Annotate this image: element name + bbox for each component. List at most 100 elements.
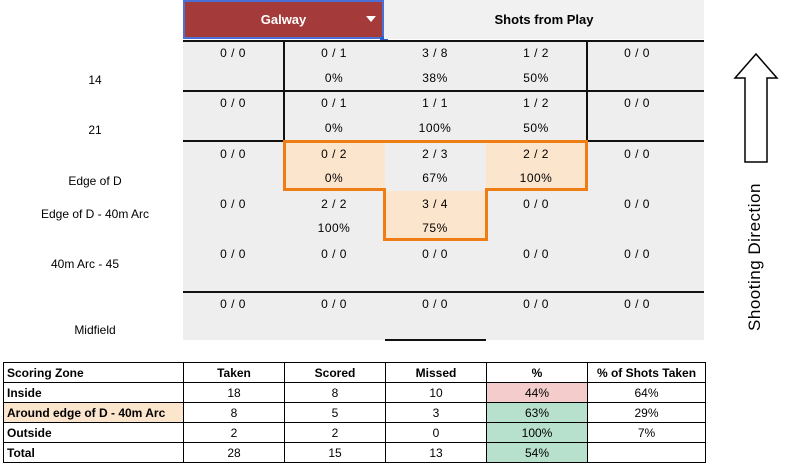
row-label-40m-to-45: 40m Arc - 45 (50, 257, 120, 271)
zone-name: Inside (3, 382, 184, 403)
taken-value: 2 (183, 422, 285, 443)
zone-outline (283, 140, 286, 191)
cell-pct: 0% (324, 121, 344, 135)
table-row: Outside 2 2 0 100% 7% (3, 422, 706, 443)
zone-outline (283, 188, 386, 191)
dropdown-arrow-icon[interactable] (366, 16, 376, 22)
cell-ratio: 0 / 0 (624, 197, 650, 211)
header-missed: Missed (385, 362, 487, 383)
zone-name: Outside (3, 422, 184, 443)
row-label-midfield: Midfield (74, 323, 116, 337)
cell-ratio: 0 / 0 (624, 46, 650, 60)
pct-value: 54% (486, 442, 588, 463)
cell-ratio: 3 / 4 (422, 197, 448, 211)
summary-table: Scoring Zone Taken Scored Missed % % of … (3, 362, 706, 463)
scored-value: 5 (284, 402, 386, 423)
cell-ratio: 1 / 2 (523, 96, 549, 110)
zone-name: Around edge of D - 40m Arc (3, 402, 184, 423)
zone-outline (383, 238, 488, 241)
cell-ratio: 0 / 0 (422, 297, 448, 311)
scored-value: 2 (284, 422, 386, 443)
row-label-21: 21 (88, 123, 102, 137)
taken-value: 18 (183, 382, 285, 403)
missed-value: 13 (385, 442, 487, 463)
header-scored: Scored (284, 362, 386, 383)
shooting-direction-label: Shooting Direction (745, 183, 764, 331)
share-value: 64% (587, 382, 706, 403)
highlight-cell (385, 191, 486, 241)
cell-ratio: 0 / 0 (220, 297, 246, 311)
shot-type-label: Shots from Play (494, 12, 594, 27)
zone-name: Total (3, 442, 184, 463)
zone-outline (485, 188, 488, 241)
header-share: % of Shots Taken (587, 362, 706, 383)
cell-pct: 50% (523, 71, 549, 85)
header-taken: Taken (183, 362, 285, 383)
cell-ratio: 3 / 8 (422, 46, 448, 60)
zone-outline (383, 188, 386, 241)
cell-ratio: 2 / 2 (321, 197, 347, 211)
highlight-cell (284, 141, 385, 191)
grid-line (283, 40, 285, 141)
pct-value: 44% (486, 382, 588, 403)
shot-type-header: Shots from Play (384, 0, 704, 39)
cell-ratio: 0 / 2 (321, 147, 347, 161)
cell-ratio: 0 / 0 (523, 197, 549, 211)
cell-pct: 100% (519, 171, 553, 185)
pitch-grid: 0 / 0 0 / 1 0% 3 / 8 38% 1 / 2 50% 0 / 0… (183, 40, 704, 341)
table-header-row: Scoring Zone Taken Scored Missed % % of … (3, 362, 706, 383)
cell-ratio: 0 / 0 (321, 297, 347, 311)
cell-ratio: 0 / 0 (422, 247, 448, 261)
table-row: Total 28 15 13 54% (3, 442, 706, 463)
missed-value: 10 (385, 382, 487, 403)
cell-ratio: 0 / 1 (321, 96, 347, 110)
zone-outline (485, 188, 588, 191)
up-arrow-icon (733, 52, 779, 163)
team-dropdown-label: Galway (260, 12, 307, 27)
header-scoring-zone: Scoring Zone (3, 362, 184, 383)
cell-ratio: 2 / 3 (422, 147, 448, 161)
cell-ratio: 0 / 0 (321, 247, 347, 261)
cell-ratio: 1 / 2 (523, 46, 549, 60)
grid-line (183, 40, 704, 42)
share-value (587, 442, 706, 463)
cell-pct: 50% (523, 121, 549, 135)
pct-value: 100% (486, 422, 588, 443)
cell-ratio: 0 / 0 (220, 147, 246, 161)
cell-pct: 100% (418, 121, 452, 135)
share-value: 7% (587, 422, 706, 443)
team-dropdown[interactable]: Galway (183, 0, 384, 39)
cell-pct: 0% (324, 71, 344, 85)
row-label-edge-of-d: Edge of D (68, 174, 122, 188)
highlight-cell (486, 141, 587, 191)
header-pct: % (486, 362, 588, 383)
cell-pct: 75% (422, 221, 448, 235)
cell-ratio: 0 / 0 (624, 96, 650, 110)
cell-ratio: 0 / 0 (523, 247, 549, 261)
table-row: Inside 18 8 10 44% 64% (3, 382, 706, 403)
grid-line (183, 90, 704, 92)
cell-pct: 100% (317, 221, 351, 235)
cell-ratio: 0 / 0 (624, 247, 650, 261)
grid-line (183, 291, 704, 293)
cell-ratio: 0 / 0 (220, 247, 246, 261)
table-row: Around edge of D - 40m Arc 8 5 3 63% 29% (3, 402, 706, 423)
cell-ratio: 0 / 0 (523, 297, 549, 311)
cell-ratio: 0 / 0 (220, 46, 246, 60)
cell-ratio: 0 / 0 (624, 147, 650, 161)
zone-outline (283, 140, 588, 143)
grid-line (385, 339, 486, 341)
row-label-edge-to-40m: Edge of D - 40m Arc (40, 207, 150, 221)
cell-ratio: 0 / 1 (321, 46, 347, 60)
scored-value: 15 (284, 442, 386, 463)
cell-ratio: 0 / 0 (624, 297, 650, 311)
taken-value: 28 (183, 442, 285, 463)
cell-ratio: 0 / 0 (220, 96, 246, 110)
share-value: 29% (587, 402, 706, 423)
scored-value: 8 (284, 382, 386, 403)
grid-line (586, 40, 588, 141)
cell-pct: 0% (324, 171, 344, 185)
cell-ratio: 2 / 2 (523, 147, 549, 161)
cell-ratio: 1 / 1 (422, 96, 448, 110)
row-label-14: 14 (88, 73, 102, 87)
